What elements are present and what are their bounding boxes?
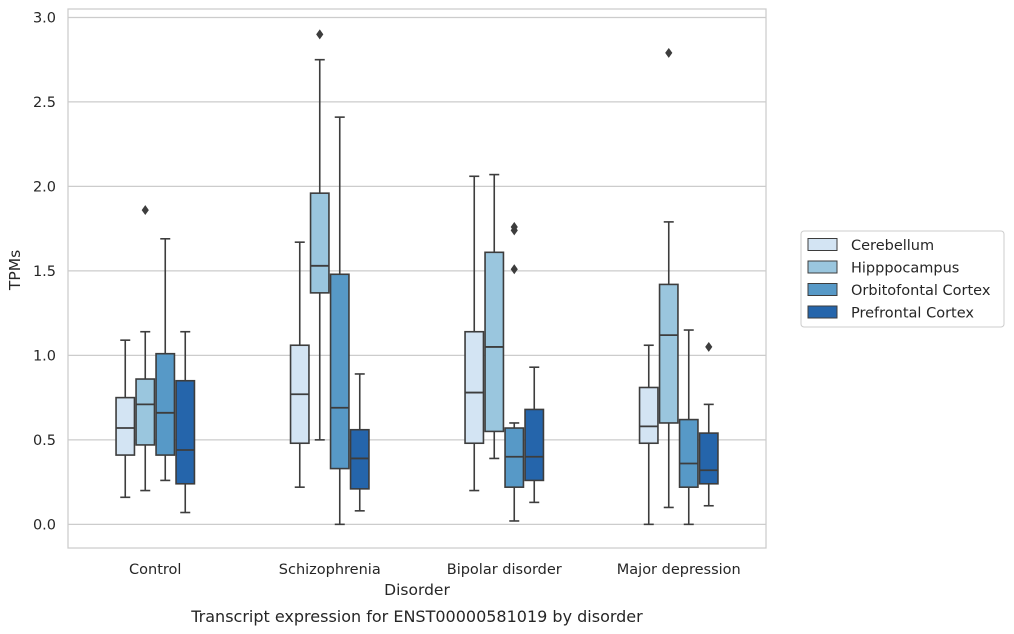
x-tick-label: Major depression: [617, 562, 741, 578]
legend-label: Cerebellum: [851, 238, 934, 254]
box-cerebellum-2: [289, 241, 310, 488]
box-iqr: [155, 352, 176, 456]
box-iqr: [524, 408, 545, 482]
x-tick-label: Bipolar disorder: [447, 562, 562, 578]
chart-caption: Transcript expression for ENST0000058101…: [190, 607, 643, 626]
box-iqr: [115, 396, 136, 456]
box-orbitofontal-cortex-4: [678, 329, 699, 526]
outlier-point: [510, 221, 518, 232]
x-tick-label: Control: [129, 562, 181, 578]
legend-label: Prefrontal Cortex: [851, 306, 974, 322]
box-orbitofontal-cortex-3: [504, 221, 525, 522]
box-iqr: [175, 379, 196, 485]
box-hipppocampus-4: [658, 47, 679, 509]
box-cerebellum-1: [115, 339, 136, 499]
box-prefrontal-cortex-3: [524, 366, 545, 504]
box-prefrontal-cortex-1: [175, 330, 196, 514]
x-axis-ticks: Control Schizophrenia Bipolar disorder Majo…: [129, 562, 741, 578]
legend: Cerebellum Hipppocampus Orbitofontal Corte…: [800, 230, 1005, 328]
box-orbitofontal-cortex-2: [329, 116, 350, 526]
outlier-point: [665, 47, 673, 58]
legend-swatch: [807, 260, 838, 274]
box-cerebellum-3: [464, 175, 485, 492]
legend-swatch: [807, 305, 838, 319]
box-iqr: [678, 418, 699, 488]
y-tick-label: 0.0: [33, 517, 56, 533]
y-tick-label: 2.5: [33, 95, 56, 111]
legend-label: Orbitofontal Cortex: [851, 283, 991, 299]
plot-frame: [67, 8, 767, 549]
legend-swatch: [807, 238, 838, 251]
box-iqr: [135, 378, 156, 446]
outlier-point: [316, 29, 324, 40]
box-iqr: [658, 283, 679, 424]
y-tick-label: 0.5: [33, 433, 56, 449]
legend-frame: [800, 230, 1005, 328]
box-prefrontal-cortex-4: [698, 341, 719, 507]
y-tick-label: 2.0: [33, 179, 56, 195]
y-tick-label: 1.5: [33, 264, 56, 280]
box-iqr: [698, 432, 719, 485]
y-tick-label: 3.0: [33, 10, 56, 26]
box-iqr: [464, 330, 485, 445]
y-axis-label: TPMs: [6, 250, 24, 291]
box-cerebellum-4: [638, 344, 659, 526]
box-prefrontal-cortex-2: [349, 373, 370, 512]
x-tick-label: Schizophrenia: [279, 562, 381, 578]
outlier-point: [141, 205, 149, 216]
plot-boxes: [115, 29, 719, 526]
box-hipppocampus-2: [309, 29, 330, 441]
box-orbitofontal-cortex-1: [155, 237, 176, 482]
box-iqr: [484, 251, 505, 433]
y-axis-ticks: 0.0 0.5 1.0 1.5 2.0 2.5 3.0: [33, 10, 56, 533]
x-axis-label: Disorder: [384, 581, 450, 599]
outlier-point: [705, 341, 713, 352]
box-iqr: [309, 192, 330, 294]
box-hipppocampus-1: [135, 205, 156, 492]
y-tick-label: 1.0: [33, 348, 56, 364]
legend-label: Hipppocampus: [851, 261, 959, 277]
legend-swatch: [807, 283, 838, 296]
box-hipppocampus-3: [484, 173, 505, 460]
outlier-point: [510, 264, 518, 275]
box-iqr: [638, 386, 659, 445]
box-iqr: [329, 273, 350, 470]
